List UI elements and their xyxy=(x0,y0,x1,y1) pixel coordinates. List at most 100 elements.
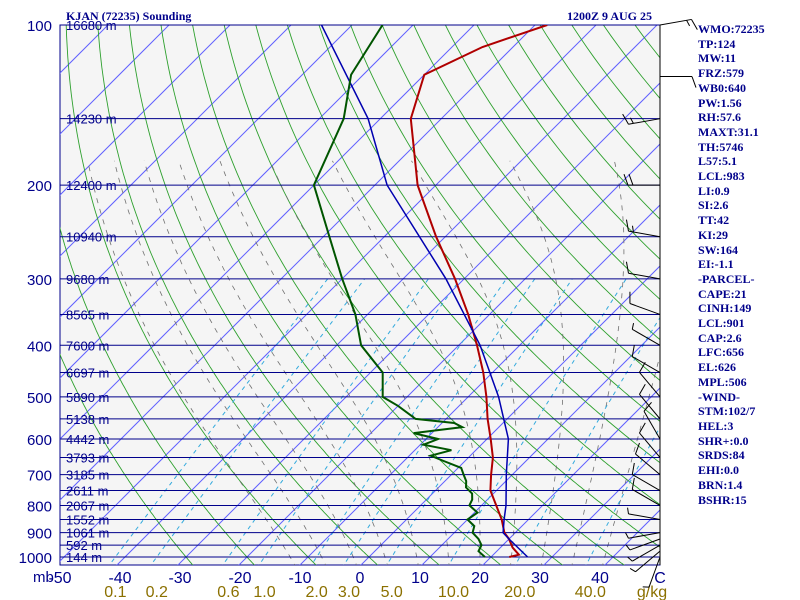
wind-barb xyxy=(631,344,661,373)
sounding-indices-panel: WMO:72235 TP:124 MW:11 FRZ:579 WB0:640 PW:1.5… xyxy=(698,22,798,507)
wind-barb xyxy=(638,422,661,458)
moist-adiabat-line xyxy=(411,160,518,565)
dry-adiabat-line xyxy=(318,25,660,464)
wind-barb xyxy=(623,173,660,186)
isotherm-line xyxy=(238,143,660,565)
pressure-tick-label: 600 xyxy=(27,432,52,449)
sounding-index: SI:2.6 xyxy=(698,198,729,213)
isotherm-line xyxy=(177,82,660,565)
temperature-tick-label: -50 xyxy=(48,570,71,587)
wind-barb-staff xyxy=(628,532,661,539)
wind-barb-staff xyxy=(628,272,661,280)
height-label: 7600 m xyxy=(66,338,109,353)
sounding-index: EI:-1.1 xyxy=(698,257,734,272)
wind-barb xyxy=(631,477,661,506)
wind-barb xyxy=(625,219,661,238)
dry-adiabat-line xyxy=(128,25,440,565)
sounding-index: LCL:983 xyxy=(698,169,745,184)
sounding-index: TP:124 xyxy=(698,36,736,51)
sounding-index: CAP:2.6 xyxy=(698,330,742,345)
isotherm-line xyxy=(482,387,660,565)
isotherm-line xyxy=(60,25,475,440)
wind-barb xyxy=(625,538,661,551)
sounding-index: CAPE:21 xyxy=(698,286,747,301)
height-label: 592 m xyxy=(66,538,102,553)
dewpoint-profile xyxy=(312,25,486,558)
height-label: 3185 m xyxy=(66,468,109,483)
wind-barb-staff xyxy=(628,513,661,520)
sounding-index: HEL:3 xyxy=(698,418,734,433)
wind-barb-flag xyxy=(638,383,646,395)
sounding-index: MW:11 xyxy=(698,51,736,66)
sounding-index: MPL:506 xyxy=(698,374,747,389)
wind-barb xyxy=(627,544,661,562)
height-label: 144 m xyxy=(66,550,102,565)
dry-adiabat-line xyxy=(381,25,660,382)
wind-barb-staff xyxy=(639,432,661,458)
temperature-tick-label: -30 xyxy=(168,570,191,587)
moist-adiabat-line xyxy=(602,354,660,565)
dry-adiabat-line xyxy=(476,25,660,260)
height-label: 1061 m xyxy=(66,526,109,541)
dry-adiabat-line xyxy=(286,25,660,506)
sounding-index: LFC:656 xyxy=(698,345,744,360)
height-label: 5138 m xyxy=(66,412,109,427)
sounding-index: RH:57.6 xyxy=(698,110,741,125)
wind-barb xyxy=(631,462,661,491)
valid-time: 1200Z 9 AUG 25 xyxy=(567,9,652,23)
wind-barb xyxy=(622,113,661,125)
moist-adiabat-line xyxy=(113,160,327,565)
wind-barb-staff xyxy=(635,550,661,573)
temperature-tick-label: 30 xyxy=(531,570,549,587)
wind-barbs xyxy=(622,18,698,588)
wind-barb-staff xyxy=(629,538,661,551)
wind-barb-staff xyxy=(639,372,661,398)
wind-barb xyxy=(625,532,661,539)
sounding-index: BSHR:15 xyxy=(698,492,747,507)
dry-adiabat-line xyxy=(97,25,379,565)
wind-barb-flag xyxy=(625,219,629,232)
sounding-index: KI:29 xyxy=(698,227,728,242)
wind-barb-staff xyxy=(629,303,661,315)
height-label: 3793 m xyxy=(66,450,109,465)
mixing-ratio-label: 40.0 xyxy=(575,584,606,600)
wind-barb-staff xyxy=(643,411,661,440)
wind-barb-half-flag xyxy=(686,20,691,27)
pressure-tick-label: 200 xyxy=(27,178,52,195)
wind-barb xyxy=(643,401,661,440)
station-title: KJAN (72235) Sounding xyxy=(66,9,191,23)
temperature-tick-label: 0 xyxy=(356,570,365,587)
sounding-index: TH:5746 xyxy=(698,139,744,154)
sounding-index: LI:0.9 xyxy=(698,183,730,198)
mixing-ratio-label: 0.1 xyxy=(104,584,126,600)
wind-barb-half-flag xyxy=(629,567,636,573)
mixing-ratio-line xyxy=(222,278,429,565)
dry-adiabat-line xyxy=(444,25,660,300)
isotherm-line xyxy=(360,265,660,565)
sounding-index: LCL:901 xyxy=(698,316,745,331)
wind-barb xyxy=(638,383,661,420)
height-label: 1552 m xyxy=(66,512,109,527)
wind-barb-half-flag xyxy=(625,532,629,539)
wind-barb-staff xyxy=(632,474,661,491)
dry-adiabat-line xyxy=(160,25,502,565)
height-label: 6697 m xyxy=(66,366,109,381)
height-label: 2611 m xyxy=(66,484,108,499)
sounding-index: -PARCEL- xyxy=(698,271,755,286)
dry-adiabat-line xyxy=(350,25,660,422)
mixing-ratio-line xyxy=(585,426,660,565)
sounding-index: EHI:0.0 xyxy=(698,463,740,478)
wind-barb xyxy=(629,291,661,315)
isotherm-line xyxy=(421,326,660,565)
temperature-tick-label: -10 xyxy=(288,570,311,587)
isotherm-line xyxy=(60,25,353,318)
pressure-tick-label: 300 xyxy=(27,272,52,289)
dry-adiabat-line xyxy=(65,25,317,565)
temperature-tick-label: 10 xyxy=(411,570,429,587)
mixing-ratio-unit-label: g/kg xyxy=(637,584,667,600)
wind-barb-staff xyxy=(632,489,661,506)
moist-adiabat-line xyxy=(332,160,481,565)
mixing-ratio-label: 5.0 xyxy=(381,584,403,600)
mixing-ratio-label: 0.2 xyxy=(146,584,168,600)
dry-adiabat-line xyxy=(413,25,660,341)
